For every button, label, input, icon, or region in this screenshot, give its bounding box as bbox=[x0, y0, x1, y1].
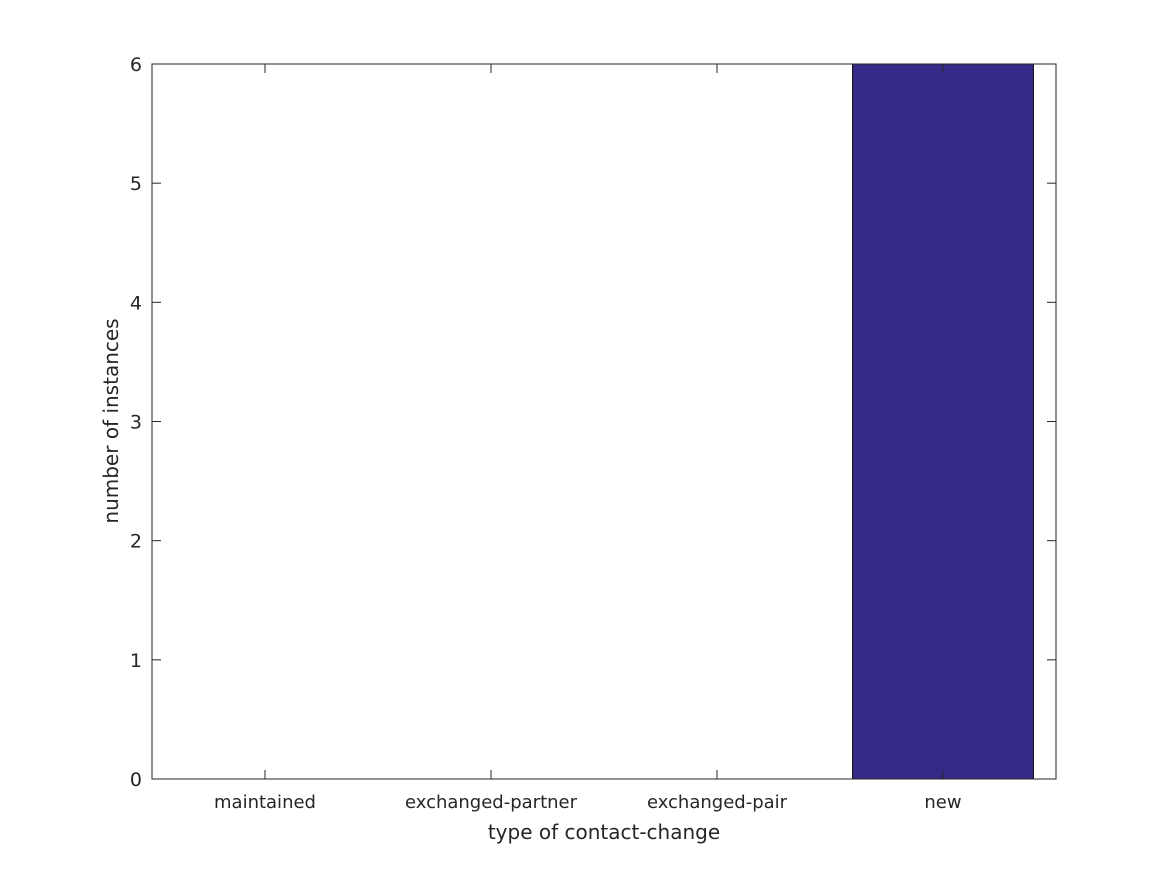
y-tick-label: 5 bbox=[130, 173, 142, 195]
y-tick-label: 0 bbox=[130, 769, 142, 791]
bars-group bbox=[852, 63, 1034, 780]
x-tick-label: exchanged-partner bbox=[405, 792, 578, 813]
y-tick-label: 2 bbox=[130, 531, 142, 553]
x-axis-label: type of contact-change bbox=[488, 820, 720, 844]
x-tick-label: new bbox=[924, 792, 961, 813]
y-tick-label: 6 bbox=[130, 54, 142, 76]
y-tick-label: 4 bbox=[130, 292, 142, 314]
bar-new bbox=[852, 63, 1034, 780]
y-tick-label: 1 bbox=[130, 650, 142, 672]
y-tick-label: 3 bbox=[130, 412, 142, 434]
ticks-group: maintained exchanged-partner exchanged-pai… bbox=[130, 54, 1056, 813]
x-tick-label: maintained bbox=[214, 792, 316, 813]
x-tick-label: exchanged-pair bbox=[647, 792, 788, 813]
y-axis-label: number of instances bbox=[99, 318, 123, 523]
